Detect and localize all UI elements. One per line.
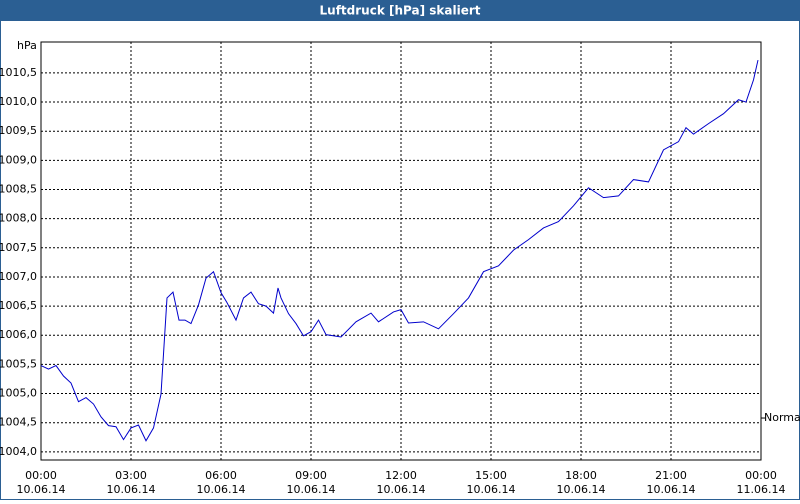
y-tick-label: 1007,5 [0,241,37,254]
y-tick-label: 1007,0 [0,270,37,283]
y-tick-label: 1004,0 [0,445,37,458]
x-tick-date: 10.06.14 [17,483,66,496]
x-tick-date: 10.06.14 [197,483,246,496]
reference-label: Normal [764,411,800,424]
x-tick-label: 06:00 [205,469,237,482]
plot-frame [40,41,762,461]
x-tick-date: 10.06.14 [467,483,516,496]
x-tick-date: 10.06.14 [557,483,606,496]
x-tick-label: 21:00 [655,469,687,482]
y-tick-label: 1006,5 [0,299,37,312]
x-tick-label: 00:00 [25,469,57,482]
y-tick-label: 1010,0 [0,95,37,108]
x-tick-date: 10.06.14 [647,483,696,496]
x-tick-label: 12:00 [385,469,417,482]
title-bar [0,0,800,21]
x-tick-label: 09:00 [295,469,327,482]
y-tick-label: 1009,0 [0,153,37,166]
x-tick-date: 10.06.14 [377,483,426,496]
y-tick-label: 1010,5 [0,66,37,79]
y-tick-label: 1005,0 [0,387,37,400]
y-tick-label: 1009,5 [0,124,37,137]
x-tick-date: 11.06.14 [737,483,786,496]
y-tick-label: 1006,0 [0,328,37,341]
x-tick-label: 03:00 [115,469,147,482]
x-tick-label: 00:00 [745,469,777,482]
x-tick-label: 18:00 [565,469,597,482]
y-unit: hPa [17,39,37,52]
x-tick-label: 15:00 [475,469,507,482]
y-tick-label: 1008,0 [0,212,37,225]
data-line [40,59,759,442]
chart-title: Luftdruck [hPa] skaliert [320,4,481,18]
y-tick-label: 1005,5 [0,357,37,370]
x-tick-date: 10.06.14 [287,483,336,496]
x-tick-date: 10.06.14 [107,483,156,496]
y-tick-label: 1004,5 [0,416,37,429]
y-tick-label: 1008,5 [0,182,37,195]
